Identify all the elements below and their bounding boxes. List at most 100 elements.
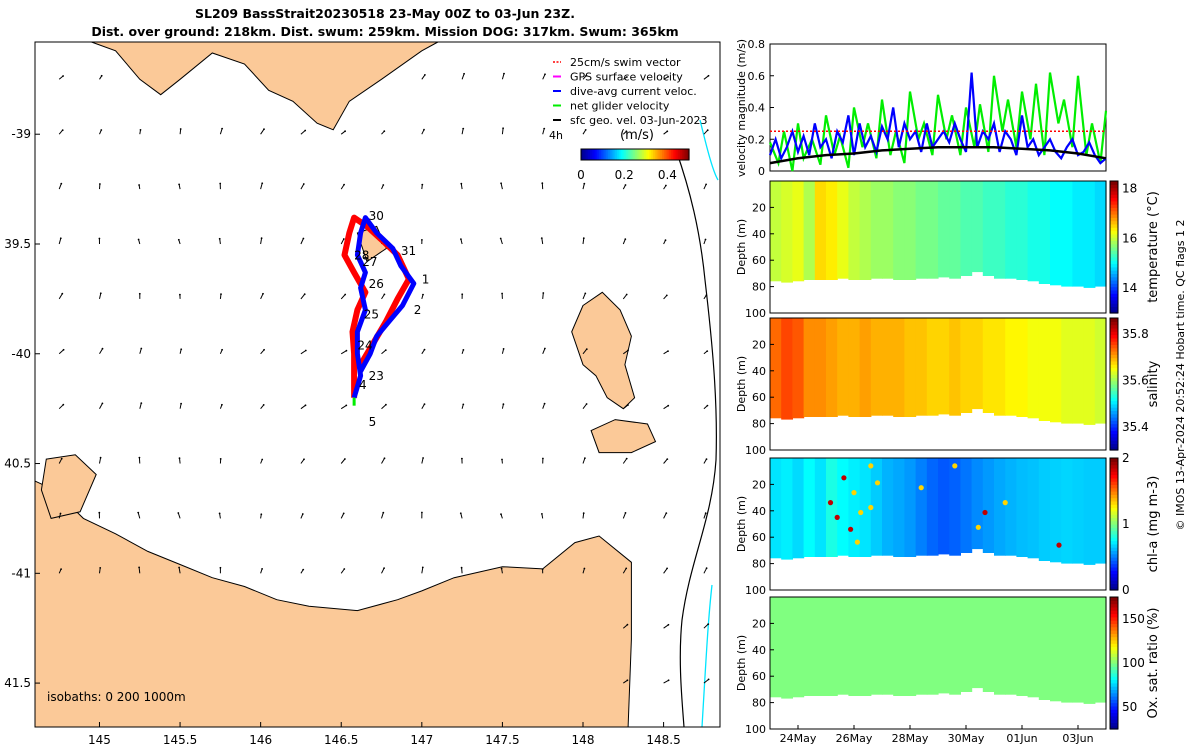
- section-colorbar-swatch: [1110, 327, 1118, 332]
- section-y-tick-label: 60: [752, 670, 766, 683]
- section-profile: [1016, 181, 1029, 280]
- day-label-31: 31: [401, 244, 416, 258]
- section-colorbar-tick: 35.8: [1122, 327, 1149, 341]
- velocity-arrow: [500, 183, 503, 190]
- section-profile: [837, 458, 849, 556]
- section-colorbar-swatch: [1110, 397, 1118, 402]
- map-colorbar-swatch: [669, 149, 672, 160]
- velocity-arrow: [622, 512, 626, 519]
- section-colorbar-swatch: [1110, 696, 1118, 700]
- velocity-arrow-head: [218, 237, 221, 240]
- map-colorbar-swatch: [584, 149, 587, 160]
- section-y-tick-label: 80: [752, 558, 766, 571]
- velocity-arrow-head: [62, 403, 65, 406]
- section-profile: [893, 181, 905, 280]
- section-profile: [792, 458, 805, 559]
- day-label-28: 28: [354, 248, 369, 262]
- section-profile: [770, 318, 782, 419]
- map-colorbar-frame: [580, 148, 690, 161]
- chl-high-point: [982, 509, 988, 516]
- map-colorbar-swatch: [663, 149, 667, 160]
- velocity-arrow-head: [667, 75, 669, 78]
- section-colorbar-swatch: [1110, 233, 1118, 238]
- section-colorbar-swatch: [1110, 247, 1118, 251]
- velocity-arrow-head: [383, 293, 386, 296]
- section-profile: [848, 597, 861, 696]
- map-colorbar-swatch: [683, 149, 686, 160]
- section-colorbar-swatch: [1110, 702, 1118, 707]
- figure-title-line-2: Dist. over ground: 218km. Dist. swum: 25…: [91, 24, 679, 39]
- velocity-arrow-head: [302, 183, 305, 185]
- section-colorbar-swatch: [1110, 410, 1118, 415]
- map-colorbar-swatch: [582, 149, 586, 160]
- section-colorbar-swatch: [1110, 583, 1118, 588]
- section-y-tick-label: 100: [745, 307, 766, 320]
- section-colorbar-swatch: [1110, 543, 1118, 548]
- section-profile: [826, 458, 838, 557]
- section-colorbar-swatch: [1110, 467, 1118, 472]
- section-colorbar-swatch: [1110, 286, 1118, 291]
- section-frame: [769, 180, 1107, 314]
- section-colorbar-swatch: [1110, 436, 1118, 441]
- velocity-arrow: [381, 567, 385, 574]
- velocity-y-tick-label: 0: [758, 165, 765, 178]
- section-colorbar-swatch: [1110, 223, 1118, 228]
- section-profile: [792, 181, 805, 282]
- section-colorbar-swatch: [1110, 566, 1118, 571]
- section-profile: [1072, 318, 1085, 424]
- velocity-arrow-head: [502, 403, 505, 406]
- velocity-arrow: [703, 567, 708, 574]
- velocity-arrow-head: [582, 512, 585, 514]
- section-colorbar-label: chl-a (mg m-3): [1146, 476, 1161, 573]
- chl-high-point: [851, 490, 857, 496]
- section-colorbar-swatch: [1110, 220, 1118, 225]
- section-profile: [1005, 181, 1017, 279]
- section-panel-3: 20 40 60 80 100 Depth (m) 50 100 150 Ox. sat. rat…: [735, 596, 1161, 745]
- section-colorbar-swatch: [1110, 321, 1118, 326]
- velocity-arrow: [663, 405, 669, 410]
- velocity-arrow: [421, 567, 424, 574]
- section-y-tick-label: 60: [752, 254, 766, 267]
- section-profile: [1061, 458, 1073, 564]
- time-x-tick-label: 01Jun: [1006, 732, 1037, 745]
- section-colorbar-swatch: [1110, 341, 1118, 345]
- section-profile: [960, 181, 973, 276]
- section-profile: [781, 318, 793, 420]
- map-colorbar-swatch: [642, 149, 645, 160]
- section-profile: [1072, 181, 1085, 287]
- section-profile: [882, 318, 894, 416]
- section-colorbar-swatch: [1110, 260, 1118, 265]
- day-label-4: 4: [359, 378, 367, 392]
- section-colorbar-swatch: [1110, 296, 1118, 301]
- velocity-arrow-head: [301, 513, 304, 515]
- map-colorbar-swatch: [640, 149, 643, 160]
- velocity-arrow: [99, 293, 102, 300]
- section-colorbar-swatch: [1110, 649, 1118, 654]
- section-profile: [893, 597, 905, 696]
- section-frame: [769, 457, 1107, 591]
- section-colorbar-swatch: [1110, 276, 1118, 281]
- section-profile: [904, 181, 917, 280]
- section-colorbar-swatch: [1110, 200, 1118, 205]
- map-colorbar-swatch: [636, 149, 640, 160]
- map-colorbar-swatch: [618, 149, 622, 160]
- section-profile: [770, 458, 782, 559]
- section-colorbar-swatch: [1110, 227, 1118, 232]
- section-profile: [1083, 597, 1096, 704]
- section-profile: [893, 458, 905, 557]
- velocity-arrow: [300, 238, 304, 245]
- map-y-tick-label: 40.5: [4, 457, 31, 471]
- section-y-tick-label: 40: [752, 505, 766, 518]
- section-colorbar-swatch: [1110, 187, 1118, 192]
- velocity-arrow: [461, 128, 464, 135]
- map-colorbar-swatch: [593, 149, 596, 160]
- section-profile: [926, 318, 939, 416]
- section-colorbar-swatch: [1110, 510, 1118, 515]
- time-x-tick-label: 30May: [948, 732, 985, 745]
- section-profile: [859, 318, 872, 417]
- velocity-arrow-head: [667, 350, 669, 352]
- velocity-arrow-head: [98, 237, 101, 240]
- section-profile: [949, 597, 961, 695]
- velocity-arrow-head: [422, 457, 424, 459]
- velocity-arrow: [260, 128, 265, 135]
